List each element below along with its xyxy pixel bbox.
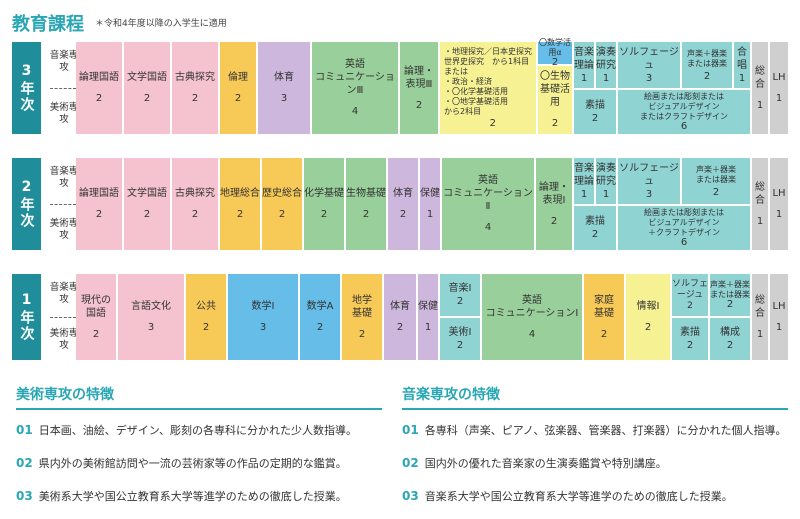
subject-cell: 体育 3	[258, 42, 310, 134]
subject-cell: 英語 コミュニケーションⅢ 4	[312, 42, 398, 134]
subject-cell: 論理国語 2	[76, 42, 122, 134]
music-major-label: 音楽専攻	[49, 166, 79, 189]
subject-cell: 演奏 研究 1	[596, 42, 616, 88]
subject-cell: 素描 2	[574, 206, 616, 250]
year3-row: 3年次 音楽専攻 美術専攻 論理国語 2 文学国語 2 古典探究 2 倫理 2 体育 3 …	[12, 38, 788, 134]
subject-cell: 歴史総合 2	[262, 158, 302, 250]
subject-cell: 構成 2	[710, 318, 750, 360]
major-labels: 音楽専攻 美術専攻	[44, 42, 86, 134]
year3-label: 3年次	[12, 42, 41, 134]
list-item: 01 日本画、油絵、デザイン、彫刻の各専科に分かれた少人数指導。	[16, 423, 358, 437]
list-item: 03 音楽系大学や国公立教育系大学等進学のための徹底した授業。	[402, 489, 733, 503]
subject-cell: 音楽 理論 1	[574, 42, 594, 88]
subject-cell: 言語文化 3	[118, 274, 184, 360]
subject-cell: 素描 2	[574, 90, 616, 134]
subject-cell: 体育 2	[384, 274, 416, 360]
list-item: 02 県内外の美術館訪問や一流の芸術家等の作品の定期的な鑑賞。	[16, 456, 347, 470]
subject-cell: LH 1	[770, 158, 788, 250]
subject-cell: 英語 コミュニケーションⅠ 4	[482, 274, 582, 360]
subject-cell: 文学国語 2	[124, 158, 170, 250]
subject-cell: 演奏 研究 1	[596, 158, 616, 204]
page-title: 教育課程	[12, 14, 84, 35]
subject-cell: 数学Ⅰ 3	[228, 274, 298, 360]
major-labels: 音楽専攻 美術専攻	[44, 274, 86, 360]
divider	[50, 88, 76, 89]
divider	[16, 408, 382, 410]
art-features-title: 美術専攻の特徴	[16, 387, 114, 403]
list-item: 01 各専科（声楽、ピアノ、弦楽器、管楽器、打楽器）に分かれた個人指導。	[402, 423, 787, 437]
subject-cell: 家庭 基礎 2	[584, 274, 624, 360]
year1-row: 1年次 音楽専攻 美術専攻 現代の 国語 2 言語文化 3 公共 2 数学Ⅰ 3 数学A…	[12, 274, 788, 360]
subject-cell: 総合 1	[752, 158, 768, 250]
subject-cell: 体育 2	[388, 158, 418, 250]
subject-cell: 地学 基礎 2	[342, 274, 382, 360]
subject-cell: 古典探究 2	[172, 158, 218, 250]
divider	[402, 408, 788, 410]
year1-label: 1年次	[12, 274, 41, 360]
music-major-label: 音楽専攻	[49, 282, 79, 305]
subject-cell: ソルフェ ージュ 2	[672, 274, 708, 316]
year2-row: 2年次 音楽専攻 美術専攻 論理国語 2 文学国語 2 古典探究 2 地理総合 2 歴史…	[12, 158, 788, 250]
subject-cell: ソルフェージュ 3	[618, 42, 680, 88]
art-major-label: 美術専攻	[49, 218, 79, 241]
subject-cell: 総合 1	[752, 42, 768, 134]
subject-cell: 音楽Ⅰ 2	[440, 274, 480, 316]
subject-cell: 英語 コミュニケーションⅡ 4	[442, 158, 534, 250]
subject-cell: ・地理探究／日本史探究 世界史探究 から1科目 または ・政治・経済 ・〇化学基…	[440, 42, 536, 134]
subject-cell: 総合 1	[752, 274, 768, 360]
list-item: 02 国内外の優れた音楽家の生演奏鑑賞や特別講座。	[402, 456, 667, 470]
subject-cell: 倫理 2	[220, 42, 256, 134]
divider	[50, 317, 76, 318]
subject-cell: 絵画または彫刻または ビジュアルデザイン ＋クラフトデザイン 6	[618, 206, 750, 250]
subject-cell: 保健 1	[420, 158, 440, 250]
applicability-note: ＊令和4年度以降の入学生に適用	[95, 19, 227, 29]
subject-cell: 文学国語 2	[124, 42, 170, 134]
subject-cell: ソルフェージュ 3	[618, 158, 680, 204]
art-major-label: 美術専攻	[49, 102, 79, 125]
subject-cell: 声楽＋器楽 または器楽 2	[682, 158, 750, 204]
subject-cell: 化学基礎 2	[304, 158, 344, 250]
music-features-title: 音楽専攻の特徴	[402, 387, 500, 403]
divider	[50, 204, 76, 205]
year2-label: 2年次	[12, 158, 41, 250]
subject-cell: 〇生物 基礎活用 2	[538, 66, 572, 134]
subject-cell: 情報Ⅰ 2	[626, 274, 670, 360]
subject-cell: 公共 2	[186, 274, 226, 360]
subject-cell: 素描 2	[672, 318, 708, 360]
subject-cell: 古典探究 2	[172, 42, 218, 134]
subject-cell: 絵画または彫刻または ビジュアルデザイン またはクラフトデザイン 6	[618, 90, 750, 134]
music-major-label: 音楽専攻	[49, 50, 79, 73]
subject-cell: LH 1	[770, 42, 788, 134]
subject-cell: 生物基礎 2	[346, 158, 386, 250]
subject-cell: 合唱 1	[734, 42, 750, 88]
subject-cell: 論理国語 2	[76, 158, 122, 250]
subject-cell: 論理・ 表現Ⅰ 2	[536, 158, 572, 250]
art-major-label: 美術専攻	[49, 328, 79, 351]
subject-cell: 〇数学活用α 2	[538, 38, 572, 68]
list-item: 03 美術系大学や国公立教育系大学等進学のための徹底した授業。	[16, 489, 347, 503]
subject-cell: 数学A 2	[300, 274, 340, 360]
subject-cell: 現代の 国語 2	[76, 274, 116, 360]
subject-cell: 声楽＋器楽 または器楽 2	[710, 274, 750, 316]
major-labels: 音楽専攻 美術専攻	[44, 158, 86, 250]
subject-cell: 論理・ 表現Ⅲ 2	[400, 42, 438, 134]
subject-cell: 保健 1	[418, 274, 438, 360]
subject-cell: 音楽 理論 1	[574, 158, 594, 204]
subject-cell: 声楽＋器楽 または器楽 2	[682, 42, 732, 88]
subject-cell: 地理総合 2	[220, 158, 260, 250]
subject-cell: LH 1	[770, 274, 788, 360]
subject-cell: 美術Ⅰ 2	[440, 318, 480, 360]
